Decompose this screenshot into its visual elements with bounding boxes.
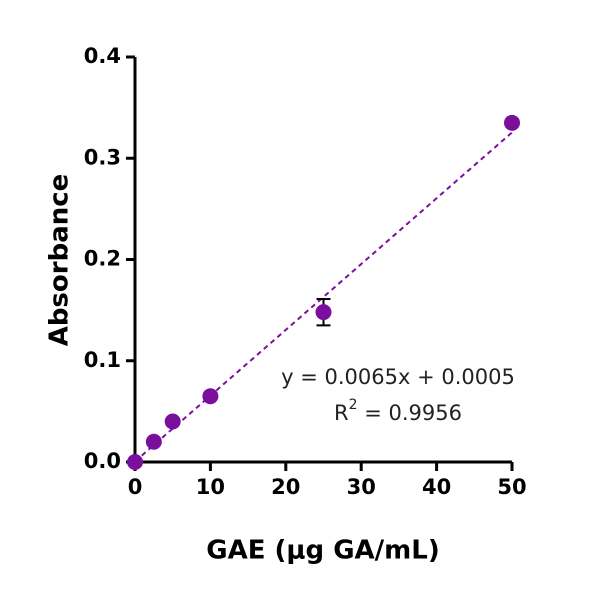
x-tick-label: 0: [128, 475, 143, 499]
point: [164, 413, 181, 430]
x-tick-label: 20: [271, 475, 300, 499]
r2-rest: = 0.9956: [358, 401, 462, 425]
y-tick-label: 0.1: [84, 348, 121, 372]
y-tick-label: 0.4: [84, 44, 121, 68]
y-tick-label: 0.2: [84, 247, 121, 271]
fit-line: [134, 131, 513, 463]
x-tick-label: 50: [497, 475, 526, 499]
r2-base: R: [334, 401, 349, 425]
y-tick-label: 0.3: [84, 145, 121, 169]
point: [202, 388, 219, 405]
r2-sup: 2: [349, 397, 358, 413]
x-tick-label: 10: [196, 475, 225, 499]
r-squared: R2 = 0.9956: [334, 397, 462, 425]
x-axis-label: GAE (μg GA/mL): [206, 536, 439, 566]
point: [127, 454, 143, 470]
point: [504, 114, 520, 131]
x-tick-label: 30: [347, 475, 376, 499]
point: [315, 304, 332, 321]
equation: y = 0.0065x + 0.0005: [281, 365, 515, 389]
y-axis-label: Absorbance: [45, 174, 75, 347]
point: [145, 433, 162, 450]
x-tick-label: 40: [422, 475, 451, 499]
y-tick-label: 0.0: [84, 449, 121, 473]
